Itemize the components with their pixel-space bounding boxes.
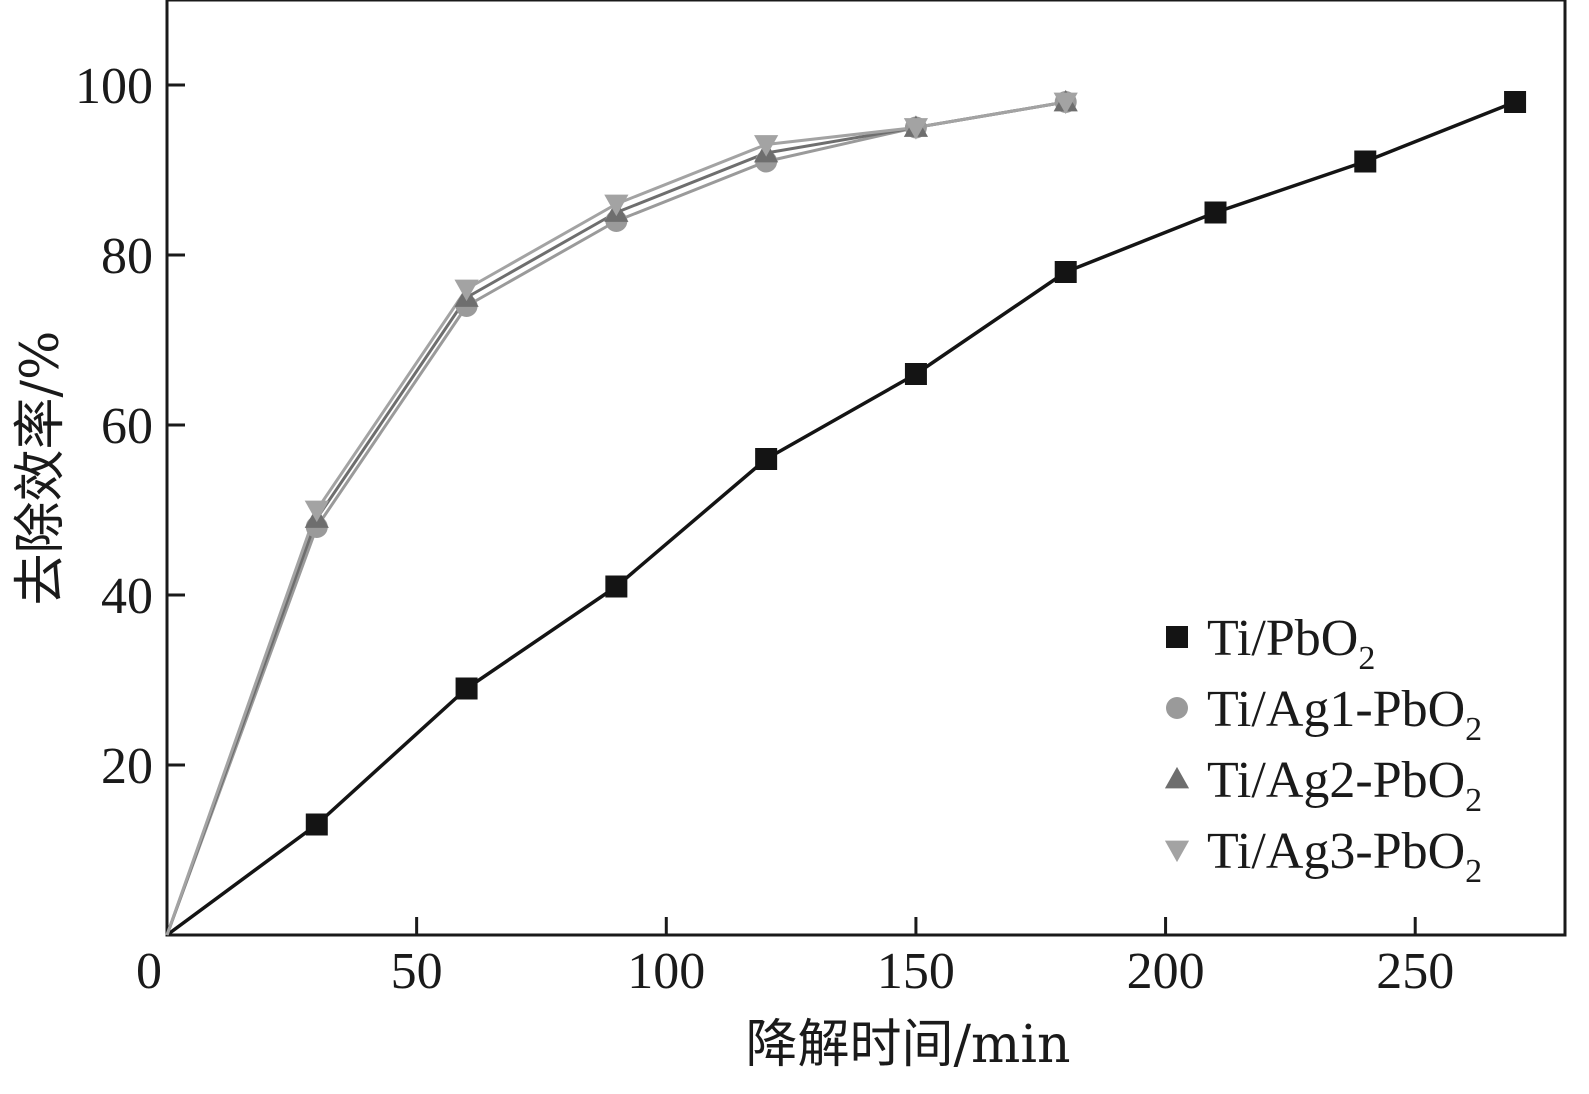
series-markers — [304, 89, 1527, 836]
legend-entry-label: Ti/Ag3-PbO2 — [1207, 823, 1482, 890]
legend-entry-label: Ti/Ag1-PbO2 — [1207, 681, 1482, 748]
legend-entry-label: Ti/PbO2 — [1207, 610, 1375, 677]
x-tick-label: 200 — [1127, 943, 1205, 1000]
data-point — [1354, 150, 1377, 173]
data-point — [454, 279, 479, 302]
legend-entry-name: Ti/Ag1-PbO — [1207, 681, 1465, 738]
data-point — [755, 448, 778, 470]
y-axis-title: 去除效率/% — [11, 331, 71, 606]
legend-entry-name: Ti/PbO — [1207, 610, 1358, 667]
data-point — [1054, 261, 1077, 283]
data-point — [1053, 92, 1078, 115]
legend-marker — [1166, 697, 1188, 719]
data-point — [605, 575, 628, 598]
x-tick-label: 0 — [136, 943, 162, 1000]
data-point — [455, 677, 478, 700]
legend-entry-label: Ti/Ag2-PbO2 — [1207, 752, 1482, 819]
legend-entry-subscript: 2 — [1465, 782, 1482, 819]
legend-marker — [1164, 840, 1190, 863]
data-point — [754, 135, 779, 157]
axis-tick-labels: 0 50 100 150 200 250 20 40 60 80 100 — [75, 58, 1454, 1000]
series-line-1 — [165, 100, 1516, 937]
plot-area-frame — [165, 0, 1567, 937]
y-tick-label: 40 — [101, 568, 153, 625]
x-tick-label: 100 — [627, 943, 705, 1000]
y-tick-label: 20 — [101, 738, 153, 795]
axis-ticks — [167, 83, 1417, 935]
data-point — [1504, 91, 1527, 113]
x-axis-title: 降解时间/min — [746, 1015, 1071, 1075]
data-point — [304, 500, 329, 523]
legend-entry-name: Ti/Ag3-PbO — [1207, 823, 1465, 880]
legend-entry-subscript: 2 — [1465, 711, 1482, 748]
y-tick-label: 80 — [101, 228, 153, 285]
data-point — [903, 118, 929, 140]
data-point — [305, 813, 328, 836]
y-tick-label: 60 — [101, 398, 153, 455]
x-tick-label: 150 — [877, 943, 955, 1000]
legend-entry-name: Ti/Ag2-PbO — [1207, 752, 1465, 809]
y-tick-label: 100 — [75, 58, 153, 115]
legend-entry-subscript: 2 — [1358, 640, 1375, 677]
data-point — [604, 194, 629, 217]
x-tick-label: 250 — [1376, 943, 1454, 1000]
x-tick-label: 50 — [391, 943, 443, 1000]
legend-marker — [1166, 626, 1188, 648]
data-point — [1204, 201, 1227, 224]
legend-marker — [1164, 766, 1190, 789]
series-lines — [165, 100, 1516, 937]
data-point — [904, 363, 927, 385]
legend-entry-subscript: 2 — [1465, 853, 1482, 890]
